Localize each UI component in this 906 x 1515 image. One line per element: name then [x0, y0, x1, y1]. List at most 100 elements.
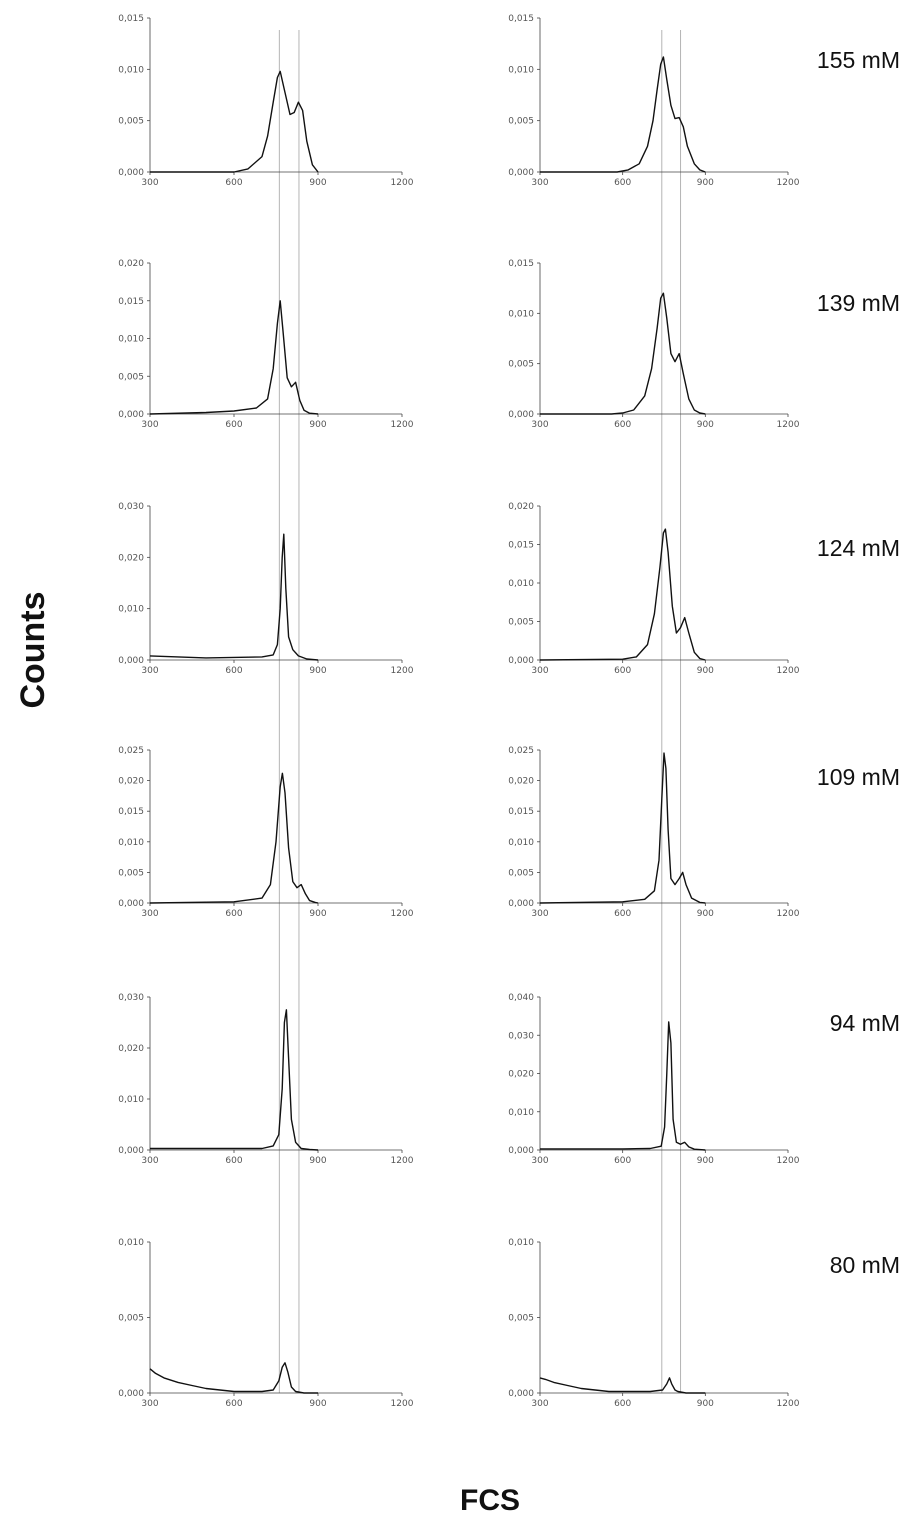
data-series-line [149, 1362, 318, 1394]
chart-panel-8: 0,000 0,005 0,010 0,015 0,020 0,025 300 600 900 1… [508, 746, 799, 919]
x-tick-label: 300 [531, 909, 548, 919]
x-tick-label: 900 [697, 1156, 714, 1166]
y-tick-label: 0,000 [508, 656, 534, 666]
y-tick-label: 0,030 [508, 1031, 534, 1041]
concentration-label: 80 mM [830, 1252, 900, 1278]
concentration-labels: 155 mM 139 mM 124 mM 109 mM 94 mM 80 mM [817, 47, 900, 1278]
x-tick-label: 600 [225, 420, 242, 430]
data-series-line [540, 292, 706, 415]
x-tick-label: 300 [141, 1156, 158, 1166]
x-tick-label: 900 [309, 1156, 326, 1166]
chart-panel-7: 0,000 0,005 0,010 0,015 0,020 0,025 300 600 900 1… [118, 746, 413, 919]
chart-panel-12: 0,000 0,005 0,010 300 600 900 1200 [508, 1238, 799, 1409]
y-tick-label: 0,000 [508, 168, 534, 178]
y-tick-label: 0,015 [118, 807, 144, 817]
y-tick-label: 0,005 [508, 360, 534, 370]
x-axis-title: FCS [460, 1484, 520, 1515]
y-tick-label: 0,015 [508, 14, 534, 24]
y-tick-label: 0,025 [118, 746, 144, 756]
data-series-line [149, 300, 319, 415]
x-tick-label: 1200 [777, 909, 800, 919]
data-series-line [539, 1377, 706, 1394]
chart-panel-4: 0,000 0,005 0,010 0,015 300 600 900 1200 [508, 259, 799, 430]
y-tick-label: 0,020 [508, 502, 534, 512]
y-tick-label: 0,040 [508, 993, 534, 1003]
concentration-label: 139 mM [817, 290, 900, 316]
x-tick-label: 600 [225, 666, 242, 676]
x-tick-label: 900 [697, 420, 714, 430]
x-tick-label: 1200 [777, 1156, 800, 1166]
y-tick-label: 0,020 [118, 553, 144, 563]
concentration-label: 109 mM [817, 764, 900, 790]
y-tick-label: 0,000 [508, 410, 534, 420]
x-tick-label: 1200 [391, 909, 414, 919]
y-tick-label: 0,000 [508, 1146, 534, 1156]
x-tick-label: 600 [225, 1399, 242, 1409]
x-tick-label: 600 [614, 909, 631, 919]
y-tick-label: 0,020 [118, 1044, 144, 1054]
y-tick-label: 0,020 [508, 1070, 534, 1080]
x-tick-label: 900 [309, 1399, 326, 1409]
chart-panel-9: 0,000 0,010 0,020 0,030 300 600 900 1200 [118, 993, 413, 1166]
x-tick-label: 1200 [777, 1399, 800, 1409]
data-series-line [540, 56, 706, 173]
y-tick-label: 0,015 [508, 541, 534, 551]
y-tick-label: 0,015 [508, 807, 534, 817]
y-tick-label: 0,020 [508, 777, 534, 787]
y-tick-label: 0,000 [118, 168, 144, 178]
x-tick-label: 1200 [391, 178, 414, 188]
chart-panel-11: 0,000 0,005 0,010 300 600 900 1200 [118, 1238, 413, 1409]
y-tick-label: 0,010 [508, 579, 534, 589]
y-tick-label: 0,030 [118, 502, 144, 512]
x-tick-label: 300 [141, 909, 158, 919]
x-tick-label: 300 [141, 178, 158, 188]
y-tick-label: 0,000 [508, 1389, 534, 1399]
y-tick-label: 0,000 [508, 899, 534, 909]
y-tick-label: 0,010 [118, 838, 144, 848]
x-tick-label: 600 [614, 178, 631, 188]
chart-panel-6: 0,000 0,005 0,010 0,015 0,020 300 600 900 1200 [508, 502, 799, 676]
x-tick-label: 900 [309, 178, 326, 188]
y-tick-label: 0,020 [118, 259, 144, 269]
concentration-label: 155 mM [817, 47, 900, 73]
concentration-label: 124 mM [817, 535, 900, 561]
y-tick-label: 0,000 [118, 410, 144, 420]
data-series-line [150, 70, 319, 173]
x-tick-label: 600 [614, 1399, 631, 1409]
data-series-line [150, 1009, 319, 1151]
chart-panels: 0,000 0,005 0,010 0,015 300 600 900 1200 0,000 0,… [118, 14, 799, 1409]
y-tick-label: 0,005 [118, 868, 144, 878]
x-tick-label: 1200 [391, 1156, 414, 1166]
x-tick-label: 600 [614, 666, 631, 676]
x-tick-label: 1200 [777, 178, 800, 188]
chart-panel-2: 0,000 0,005 0,010 0,015 300 600 900 1200 [508, 14, 799, 188]
concentration-label: 94 mM [830, 1010, 900, 1036]
y-tick-label: 0,005 [508, 117, 534, 127]
y-tick-label: 0,005 [118, 372, 144, 382]
x-tick-label: 1200 [391, 666, 414, 676]
x-tick-label: 300 [531, 420, 548, 430]
y-tick-label: 0,010 [508, 1108, 534, 1118]
y-tick-label: 0,000 [118, 1389, 144, 1399]
y-tick-label: 0,005 [508, 618, 534, 628]
y-tick-label: 0,005 [508, 1314, 534, 1324]
x-tick-label: 900 [309, 666, 326, 676]
x-tick-label: 300 [141, 1399, 158, 1409]
x-tick-label: 300 [531, 666, 548, 676]
x-tick-label: 900 [697, 909, 714, 919]
y-tick-label: 0,015 [508, 259, 534, 269]
y-tick-label: 0,005 [118, 1314, 144, 1324]
x-tick-label: 900 [697, 1399, 714, 1409]
data-series-line [149, 772, 319, 904]
x-tick-label: 300 [531, 1156, 548, 1166]
x-tick-label: 1200 [777, 420, 800, 430]
data-series-line [539, 752, 706, 904]
y-tick-label: 0,020 [118, 777, 144, 787]
guide-lines [278, 30, 682, 1393]
x-tick-label: 900 [309, 909, 326, 919]
y-tick-label: 0,005 [508, 868, 534, 878]
x-tick-label: 600 [614, 1156, 631, 1166]
x-tick-label: 600 [225, 1156, 242, 1166]
x-tick-label: 900 [697, 666, 714, 676]
y-tick-label: 0,000 [118, 656, 144, 666]
